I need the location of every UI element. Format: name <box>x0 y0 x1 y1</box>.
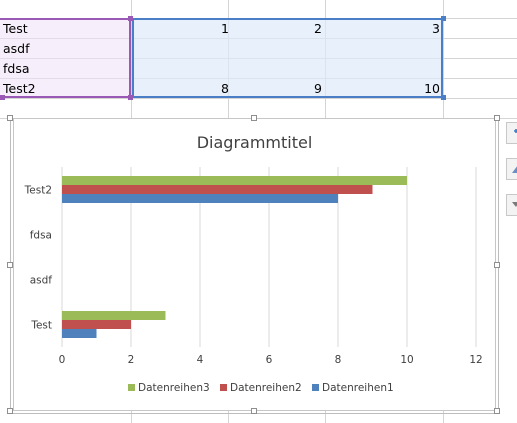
chart-title[interactable]: Diagrammtitel <box>196 133 313 152</box>
chart-resize-handle[interactable] <box>7 115 13 121</box>
cell-label[interactable]: fdsa <box>3 61 30 76</box>
plus-icon <box>514 129 517 133</box>
chart-resize-handle[interactable] <box>494 115 500 121</box>
x-tick-label: 6 <box>266 354 273 366</box>
bar-Datenreihen1 <box>62 194 338 203</box>
range-handle[interactable] <box>128 16 133 21</box>
chart-styles-button[interactable] <box>506 158 517 180</box>
cell-value[interactable]: 8 <box>221 81 229 96</box>
x-tick-label: 0 <box>59 354 66 366</box>
chart-filters-button[interactable] <box>506 194 517 216</box>
legend-swatch <box>128 384 135 391</box>
range-handle[interactable] <box>441 16 446 21</box>
y-tick-label: fdsa <box>30 230 52 242</box>
legend-swatch <box>220 384 227 391</box>
x-tick-label: 12 <box>469 354 482 366</box>
cell-value[interactable]: 10 <box>424 81 440 96</box>
cell-value[interactable]: 1 <box>221 21 229 36</box>
brush-icon <box>512 166 517 173</box>
chart-resize-handle[interactable] <box>494 262 500 268</box>
chart-resize-handle[interactable] <box>251 115 257 121</box>
chart-plot[interactable]: 0 2 4 6 8 10 12 Test asdf fdsa Test2 Datenreihen3 Da… <box>14 119 495 410</box>
bar-Datenreihen2 <box>62 185 373 194</box>
chart-elements-button[interactable] <box>506 122 517 144</box>
x-tick-label: 8 <box>335 354 342 366</box>
y-tick-label: Test2 <box>24 185 52 197</box>
chart-resize-handle[interactable] <box>7 262 13 268</box>
legend-label: Datenreihen1 <box>322 382 394 394</box>
cell-value[interactable]: 3 <box>432 21 440 36</box>
filter-icon <box>512 202 517 207</box>
bar-Datenreihen3 <box>62 176 407 185</box>
selection-value-range[interactable] <box>132 18 443 98</box>
cell-label[interactable]: asdf <box>3 41 30 56</box>
chart-resize-handle[interactable] <box>494 408 500 414</box>
y-tick-label: Test <box>30 320 52 332</box>
selection-category-range[interactable] <box>0 18 131 98</box>
y-tick-label: asdf <box>30 275 53 287</box>
x-tick-label: 2 <box>128 354 135 366</box>
bar-Datenreihen2 <box>62 320 131 329</box>
x-tick-label: 10 <box>400 354 413 366</box>
cell-value[interactable]: 9 <box>314 81 322 96</box>
chart-area[interactable]: Diagrammtitel 0 2 4 6 8 10 12 Test asdf fdsa Test2… <box>13 118 496 411</box>
chart-resize-handle[interactable] <box>7 408 13 414</box>
x-tick-label: 4 <box>197 354 204 366</box>
chart-resize-handle[interactable] <box>251 408 257 414</box>
legend-label: Datenreihen3 <box>138 382 210 394</box>
bar-Datenreihen1 <box>62 329 97 338</box>
cell-label[interactable]: Test <box>3 21 28 36</box>
range-handle[interactable] <box>0 95 5 100</box>
range-handle[interactable] <box>441 95 446 100</box>
legend-swatch <box>312 384 319 391</box>
cell-value[interactable]: 2 <box>314 21 322 36</box>
legend-label: Datenreihen2 <box>230 382 302 394</box>
range-handle[interactable] <box>128 95 133 100</box>
cell-label[interactable]: Test2 <box>3 81 36 96</box>
bar-Datenreihen3 <box>62 311 166 320</box>
